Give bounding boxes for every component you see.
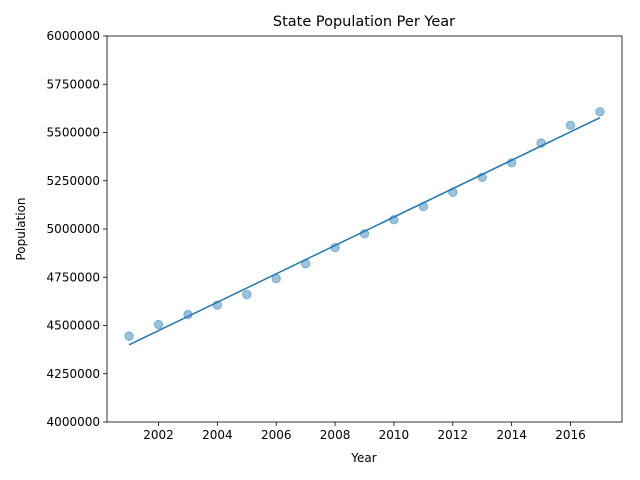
chart-title: State Population Per Year <box>273 14 455 30</box>
y-tick-label: 4250000 <box>47 367 100 381</box>
y-axis-ticks: 4000000 4250000 4500000 4750000 5000000 52500… <box>47 29 107 429</box>
trend-line <box>128 116 601 346</box>
plot-frame <box>106 35 623 423</box>
axes <box>106 35 623 423</box>
x-tick-label: 2012 <box>438 428 469 442</box>
x-axis-ticks: 2002 2004 2006 2008 2010 2012 2014 2016 <box>143 422 586 442</box>
y-tick-label: 5000000 <box>47 222 100 236</box>
y-axis-title: Population <box>14 197 28 260</box>
data-point <box>565 120 576 131</box>
y-tick-label: 5250000 <box>47 174 100 188</box>
x-axis-title: Year <box>350 451 376 465</box>
y-tick-label: 4500000 <box>47 319 100 333</box>
data-point <box>242 289 252 300</box>
y-tick-label: 6000000 <box>47 29 100 43</box>
y-tick-label: 5750000 <box>47 77 100 91</box>
x-tick-label: 2004 <box>202 428 233 442</box>
x-tick-label: 2010 <box>379 428 410 442</box>
x-tick-label: 2016 <box>555 428 586 442</box>
y-tick-label: 4750000 <box>47 270 100 284</box>
x-tick-label: 2014 <box>496 428 527 442</box>
data-point <box>153 319 164 330</box>
x-tick-label: 2008 <box>320 428 351 442</box>
y-tick-label: 4000000 <box>47 415 100 429</box>
x-tick-label: 2006 <box>261 428 292 442</box>
data-points <box>124 107 605 341</box>
y-tick-label: 5500000 <box>47 126 100 140</box>
data-point <box>595 107 605 117</box>
x-tick-label: 2002 <box>143 428 174 442</box>
data-point <box>124 331 134 341</box>
trend-line-group <box>128 116 601 346</box>
